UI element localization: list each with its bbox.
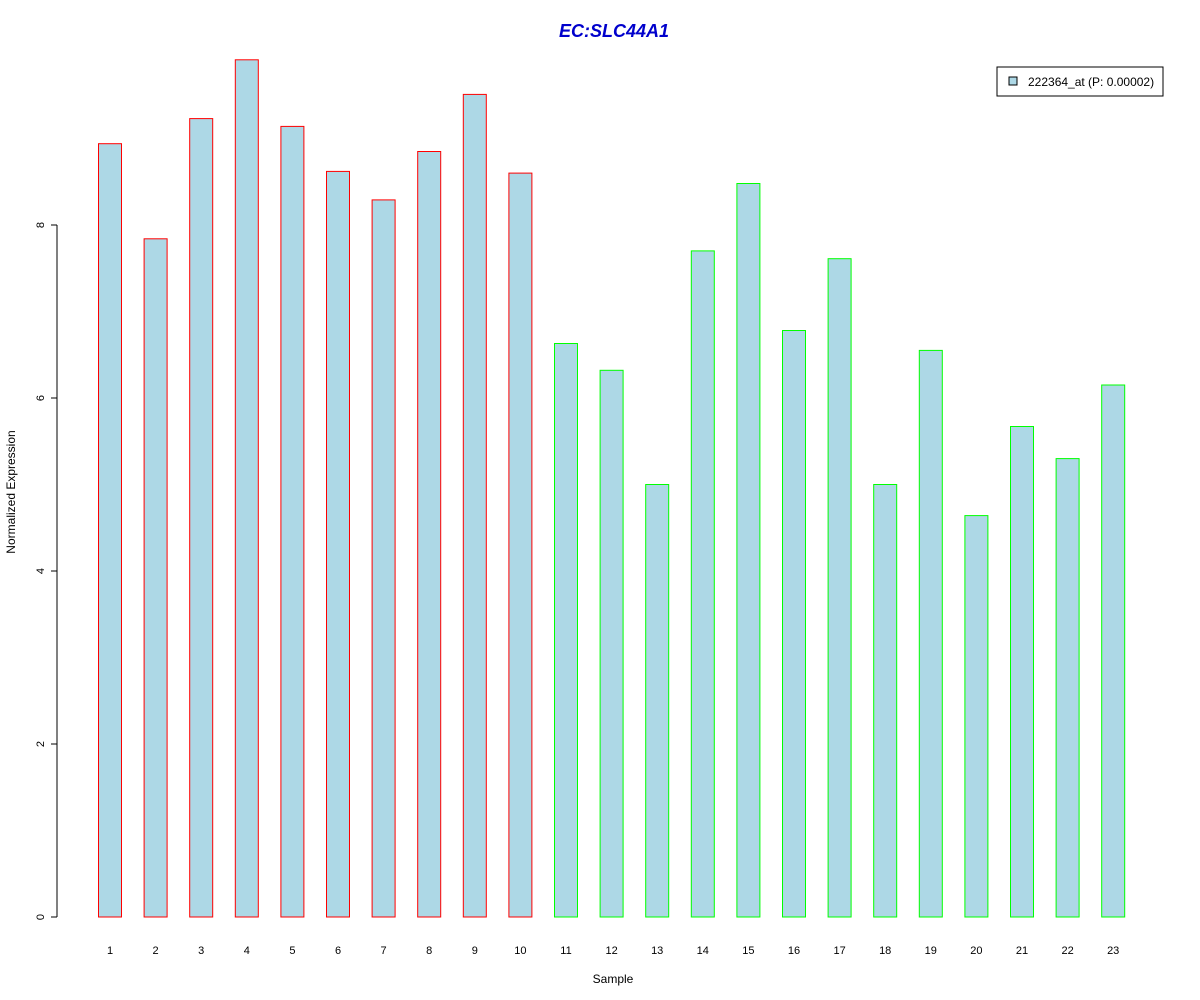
y-tick-label: 6 — [35, 395, 47, 401]
bar-sample-23 — [1101, 384, 1126, 918]
x-tick-label: 4 — [244, 945, 250, 957]
bar-sample-12 — [599, 369, 624, 918]
bar-sample-9 — [462, 93, 487, 918]
y-axis: 0 2 4 6 8 — [35, 222, 58, 920]
x-tick-label: 21 — [1016, 945, 1028, 957]
x-tick-label: 11 — [560, 945, 571, 957]
chart-title: EC:SLC44A1 — [559, 21, 669, 41]
bar-sample-21 — [1010, 426, 1034, 918]
x-tick-label: 10 — [514, 945, 526, 957]
x-tick-label: 8 — [426, 945, 432, 957]
bar-sample-1 — [98, 143, 122, 918]
bar-sample-4 — [234, 59, 259, 918]
y-tick-label: 0 — [35, 914, 47, 920]
bar-sample-13 — [645, 484, 670, 918]
x-tick-label: 15 — [742, 945, 754, 957]
x-tick-label: 7 — [381, 945, 387, 957]
bar-sample-20 — [964, 515, 989, 918]
x-tick-label: 6 — [335, 945, 341, 957]
x-axis-label: Sample — [593, 972, 634, 986]
x-tick-label: 16 — [788, 945, 800, 957]
bar-sample-10 — [508, 172, 533, 918]
x-tick-label: 23 — [1107, 945, 1119, 957]
bar-sample-2 — [143, 238, 168, 918]
x-tick-label: 1 — [107, 945, 113, 957]
y-tick-label: 8 — [35, 222, 47, 228]
x-tick-label: 20 — [970, 945, 982, 957]
x-tick-label: 2 — [153, 945, 159, 957]
x-tick-label: 5 — [289, 945, 295, 957]
legend-label: 222364_at (P: 0.00002) — [1028, 75, 1154, 89]
bar-sample-17 — [827, 258, 852, 918]
bar-sample-16 — [782, 330, 806, 918]
bar-sample-8 — [417, 151, 442, 918]
bar-sample-18 — [873, 484, 898, 918]
bars-group — [98, 59, 1126, 918]
legend-box — [996, 66, 1164, 97]
bar-sample-5 — [280, 125, 305, 918]
bar-sample-22 — [1055, 458, 1080, 918]
x-tick-label: 13 — [651, 945, 663, 957]
legend-swatch — [1008, 76, 1018, 86]
x-tick-label: 3 — [198, 945, 204, 957]
bar-sample-6 — [326, 170, 350, 918]
bar-sample-15 — [736, 183, 761, 918]
bar-sample-7 — [371, 199, 396, 918]
y-axis-label: Normalized Expression — [4, 430, 18, 553]
x-tick-label: 14 — [697, 945, 709, 957]
bar-sample-11 — [554, 343, 578, 918]
x-tick-label: 17 — [833, 945, 845, 957]
legend: 222364_at (P: 0.00002) — [996, 66, 1164, 97]
x-tick-label: 12 — [605, 945, 617, 957]
x-tick-labels: 1 2 3 4 5 6 7 8 9 10 11 12 13 14 15 16 17 18 19 20 21 22 23 — [107, 945, 1119, 957]
bar-sample-3 — [189, 118, 214, 918]
y-tick-label: 4 — [35, 568, 47, 574]
x-tick-label: 19 — [925, 945, 937, 957]
y-tick-label: 2 — [35, 741, 47, 747]
x-tick-label: 9 — [472, 945, 478, 957]
x-tick-label: 22 — [1061, 945, 1073, 957]
x-tick-label: 18 — [879, 945, 891, 957]
bar-sample-14 — [690, 250, 715, 918]
bar-sample-19 — [918, 349, 943, 918]
